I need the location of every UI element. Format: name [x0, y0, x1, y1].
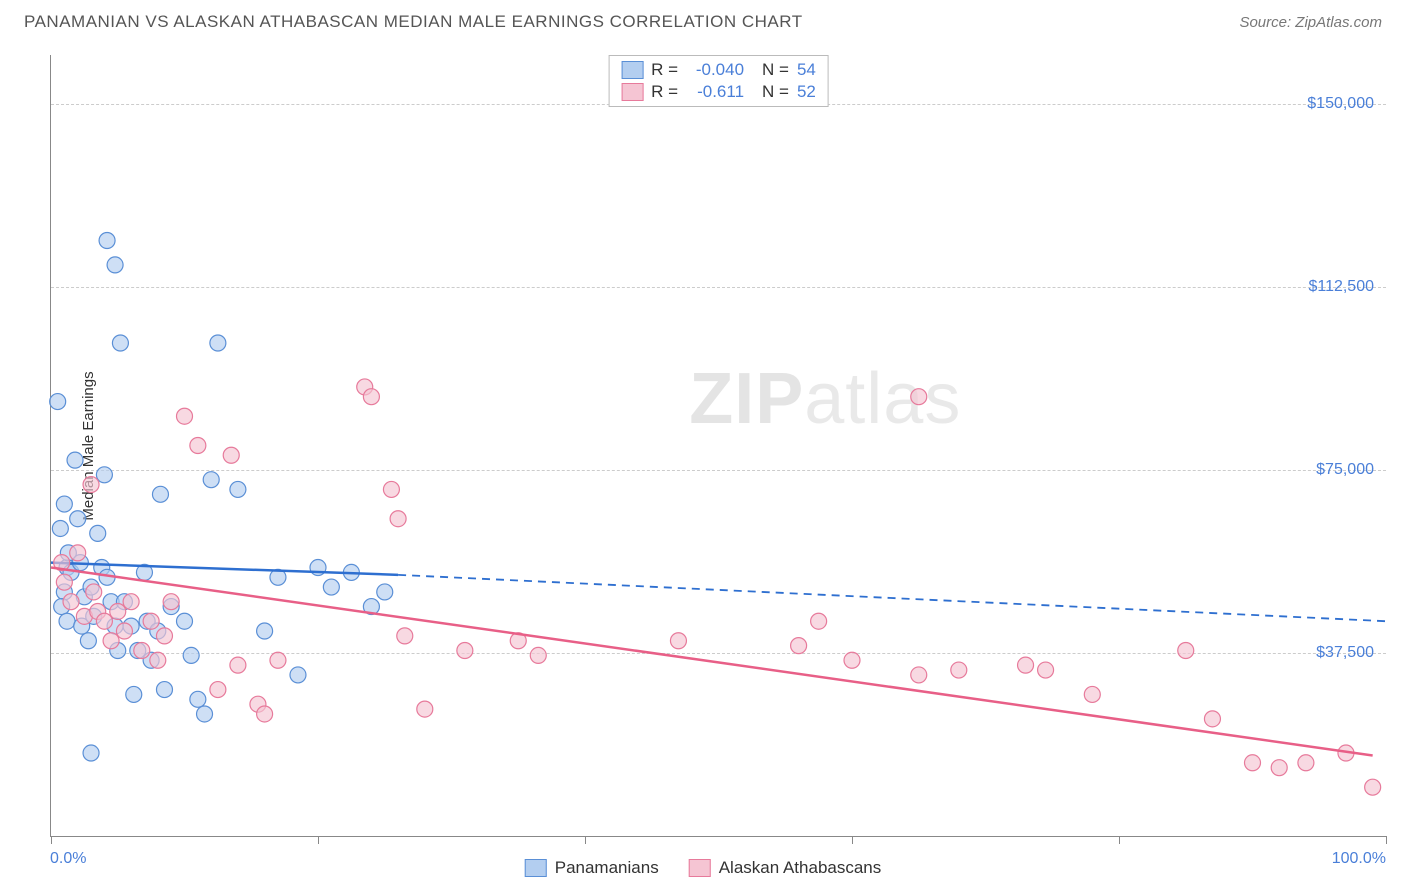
x-axis-right-label: 100.0%	[1332, 850, 1386, 868]
source-credit: Source: ZipAtlas.com	[1239, 14, 1382, 31]
legend-item: Alaskan Athabascans	[689, 858, 882, 878]
swatch-icon	[621, 83, 643, 101]
legend-row: R = -0.611 N = 52	[621, 82, 816, 102]
series-legend: Panamanians Alaskan Athabascans	[525, 858, 882, 878]
chart-title: PANAMANIAN VS ALASKAN ATHABASCAN MEDIAN …	[24, 12, 803, 32]
legend-row: R = -0.040 N = 54	[621, 60, 816, 80]
scatter-plot-svg	[51, 55, 1386, 836]
swatch-icon	[621, 61, 643, 79]
correlation-legend: R = -0.040 N = 54 R = -0.611 N = 52	[608, 55, 829, 107]
swatch-icon	[525, 859, 547, 877]
swatch-icon	[689, 859, 711, 877]
x-axis-left-label: 0.0%	[50, 850, 86, 868]
chart-plot-area: ZIPatlas R = -0.040 N = 54 R = -0.611 N …	[50, 55, 1386, 837]
legend-item: Panamanians	[525, 858, 659, 878]
